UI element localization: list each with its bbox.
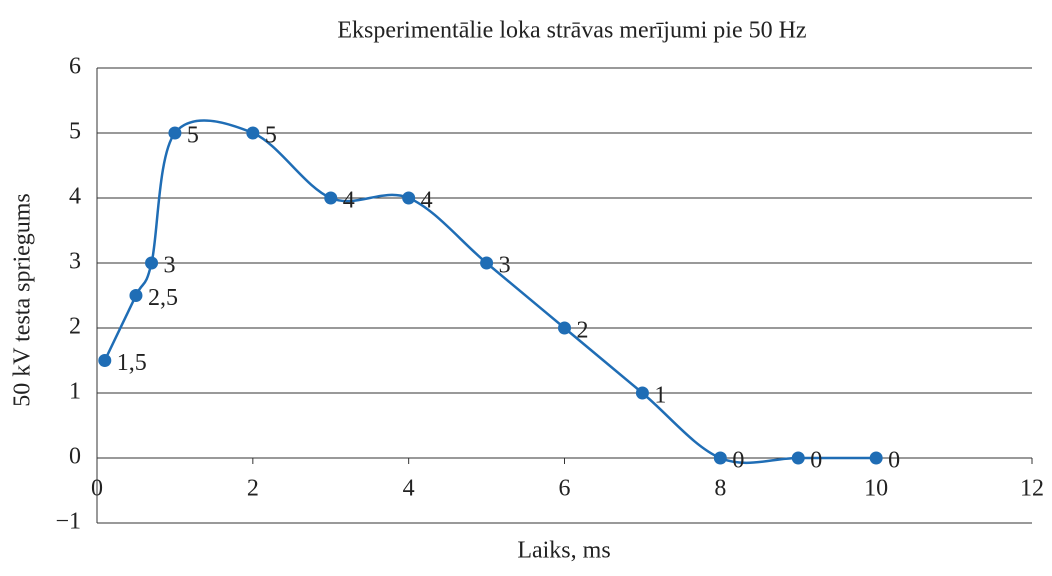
y-tick-label: 0 xyxy=(69,444,81,470)
y-tick-label: 5 xyxy=(69,119,81,145)
x-tick-label: 10 xyxy=(864,476,888,502)
x-tick-label: 12 xyxy=(1020,476,1044,502)
data-label: 4 xyxy=(421,188,433,214)
data-point xyxy=(145,256,159,270)
x-tick-label: 8 xyxy=(714,476,726,502)
y-tick-label: 1 xyxy=(69,379,81,405)
data-point xyxy=(869,451,883,465)
data-label: 3 xyxy=(164,253,176,279)
data-point xyxy=(480,256,494,270)
data-label: 2 xyxy=(577,318,589,344)
x-tick-label: 2 xyxy=(247,476,259,502)
data-point xyxy=(402,191,416,205)
data-point xyxy=(558,321,571,335)
data-point xyxy=(129,289,143,302)
data-label: 0 xyxy=(888,448,900,474)
series-line xyxy=(103,119,877,465)
data-label: 1 xyxy=(654,383,666,409)
data-point xyxy=(713,451,727,465)
y-tick-label: −1 xyxy=(55,509,81,535)
data-label: 5 xyxy=(187,123,199,149)
data-point xyxy=(246,126,260,140)
chart-title: Eksperimentālie loka strāvas merījumi pi… xyxy=(337,18,806,44)
data-point xyxy=(324,191,338,205)
x-tick-label: 6 xyxy=(559,476,571,502)
data-point xyxy=(168,126,182,140)
x-tick-label: 4 xyxy=(403,476,415,502)
x-axis-label: Laiks, ms xyxy=(517,538,610,564)
data-label: 4 xyxy=(343,188,355,214)
data-label: 2,5 xyxy=(148,285,178,311)
y-tick-label: 4 xyxy=(69,184,81,210)
data-point xyxy=(791,451,805,465)
y-axis-label: 50 kV testa spriegums xyxy=(10,193,36,407)
y-tick-label: 6 xyxy=(69,54,81,80)
data-label: 0 xyxy=(732,448,744,474)
data-label: 5 xyxy=(265,123,277,149)
data-label: 1,5 xyxy=(117,350,147,376)
data-label: 3 xyxy=(499,253,511,279)
data-label: 0 xyxy=(810,448,822,474)
data-point xyxy=(635,386,649,400)
x-tick-label: 0 xyxy=(91,476,103,502)
data-point xyxy=(98,354,112,367)
y-tick-label: 3 xyxy=(69,249,81,275)
y-tick-label: 2 xyxy=(69,314,81,340)
